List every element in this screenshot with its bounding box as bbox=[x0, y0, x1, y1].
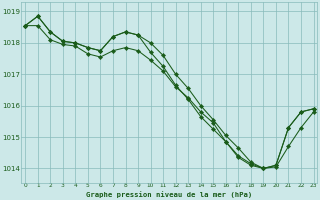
X-axis label: Graphe pression niveau de la mer (hPa): Graphe pression niveau de la mer (hPa) bbox=[86, 191, 252, 198]
